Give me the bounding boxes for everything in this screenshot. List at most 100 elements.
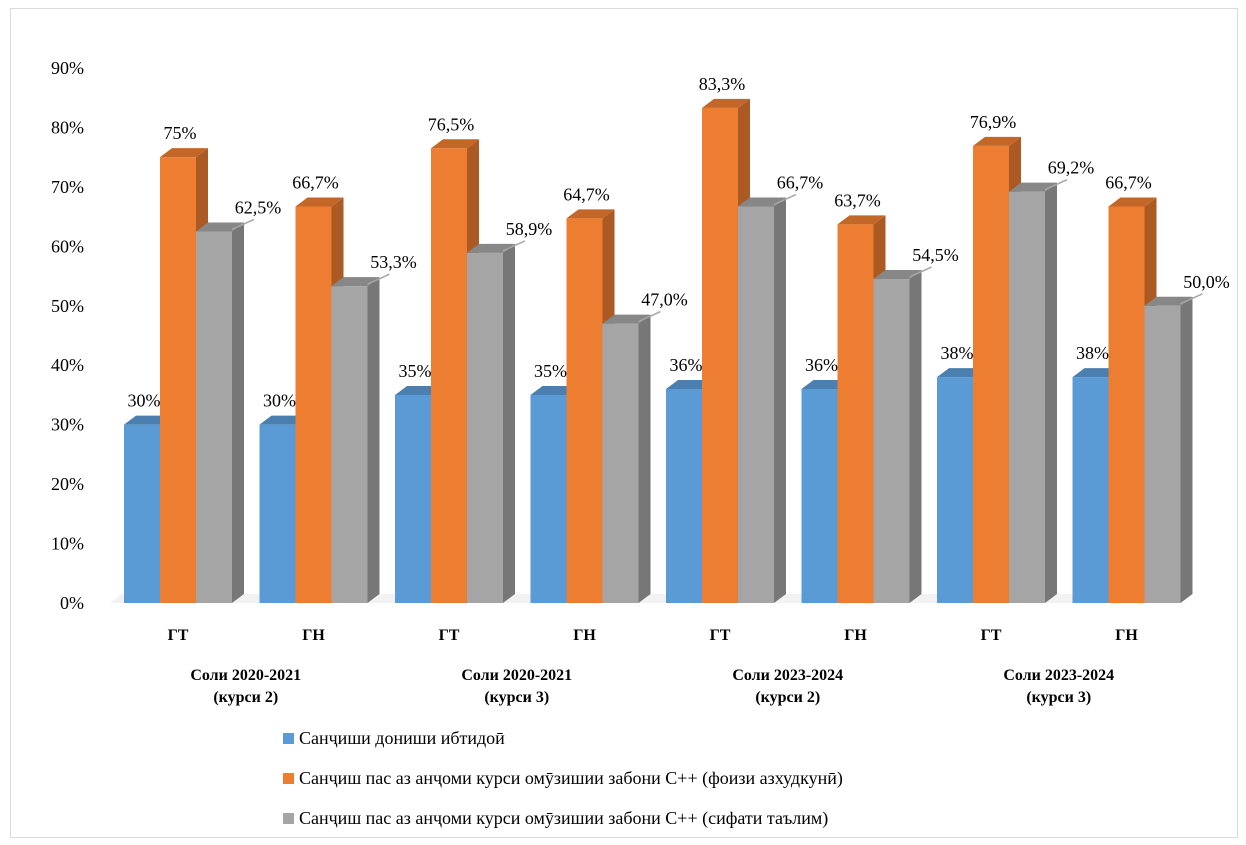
bar-top bbox=[295, 197, 344, 207]
bar bbox=[295, 206, 332, 603]
bar bbox=[666, 389, 702, 603]
legend-label: Санҷиш пас аз анҷоми курси омӯзишии забо… bbox=[299, 768, 843, 789]
bar bbox=[431, 148, 467, 603]
y-tick-label: 70% bbox=[51, 177, 84, 197]
bar-side bbox=[774, 197, 786, 603]
data-label: 64,7% bbox=[563, 184, 610, 204]
bar bbox=[937, 377, 973, 603]
bar bbox=[801, 389, 838, 603]
data-label: 66,7% bbox=[777, 173, 824, 193]
legend-label: Санҷиши дониши ибтидоӣ bbox=[299, 728, 505, 748]
bar bbox=[1144, 305, 1181, 603]
leader-line bbox=[909, 266, 932, 278]
y-tick-label: 80% bbox=[51, 117, 84, 137]
group-label-line1: Соли 2023-2024 bbox=[732, 667, 843, 684]
y-tick-label: 20% bbox=[51, 474, 84, 494]
y-tick-label: 30% bbox=[51, 415, 84, 435]
data-label: 76,5% bbox=[428, 114, 475, 134]
bar bbox=[1108, 206, 1145, 603]
category-label: ГН bbox=[302, 627, 325, 644]
data-label: 83,3% bbox=[699, 74, 746, 94]
bar-side bbox=[1180, 296, 1193, 603]
leader-line bbox=[1180, 293, 1203, 305]
group-label-line2: (курси 3) bbox=[484, 689, 549, 706]
group-label-line2: (курси 2) bbox=[755, 689, 820, 706]
data-label: 53,3% bbox=[370, 252, 417, 272]
bar-side bbox=[1045, 182, 1057, 603]
bar bbox=[1009, 191, 1045, 603]
data-label: 36% bbox=[670, 355, 703, 375]
bar bbox=[837, 224, 874, 604]
data-label: 47,0% bbox=[641, 290, 688, 310]
data-label: 35% bbox=[399, 361, 432, 381]
data-label: 58,9% bbox=[506, 219, 553, 239]
data-label: 75% bbox=[164, 123, 197, 143]
category-label: ГТ bbox=[981, 627, 1002, 644]
leader-line bbox=[502, 240, 526, 252]
bar-side bbox=[232, 222, 244, 603]
legend-swatch bbox=[283, 733, 294, 744]
leader-line bbox=[231, 218, 255, 231]
category-label: ГН bbox=[573, 627, 596, 644]
y-tick-label: 60% bbox=[51, 236, 84, 256]
bar-top bbox=[702, 98, 750, 108]
bar-side bbox=[367, 277, 380, 603]
bar bbox=[124, 424, 160, 603]
bar-top bbox=[160, 148, 208, 158]
leader-line bbox=[638, 310, 661, 323]
bar-side bbox=[503, 243, 515, 603]
data-label: 38% bbox=[1076, 343, 1109, 363]
bar-top bbox=[837, 215, 886, 225]
legend-label: Санҷиш пас аз анҷоми курси омӯзишии забо… bbox=[299, 808, 828, 829]
bar bbox=[702, 107, 738, 604]
bar-top bbox=[973, 136, 1021, 146]
bar-side bbox=[909, 270, 922, 603]
legend-swatch bbox=[283, 773, 294, 784]
y-tick-label: 10% bbox=[51, 534, 84, 554]
data-label: 30% bbox=[263, 391, 296, 411]
category-label: ГН bbox=[1115, 627, 1138, 644]
data-label: 62,5% bbox=[235, 197, 282, 217]
data-label: 30% bbox=[128, 391, 161, 411]
data-label: 69,2% bbox=[1048, 158, 1095, 178]
bar bbox=[467, 252, 503, 603]
bar bbox=[1072, 377, 1109, 603]
data-label: 35% bbox=[534, 361, 567, 381]
data-label: 38% bbox=[941, 343, 974, 363]
bar bbox=[973, 145, 1009, 603]
bar bbox=[602, 323, 639, 603]
y-tick-label: 0% bbox=[60, 593, 84, 613]
category-label: ГТ bbox=[710, 627, 731, 644]
data-label: 50,0% bbox=[1183, 272, 1230, 292]
leader-line bbox=[367, 273, 390, 285]
category-label: ГН bbox=[844, 627, 867, 644]
group-label-line2: (курси 3) bbox=[1026, 689, 1091, 706]
legend-swatch bbox=[283, 813, 294, 824]
group-label-line1: Соли 2020-2021 bbox=[190, 667, 301, 684]
bar-top bbox=[431, 139, 479, 149]
data-label: 36% bbox=[805, 355, 838, 375]
bar-side bbox=[638, 314, 651, 603]
data-label: 66,7% bbox=[1105, 173, 1152, 193]
bar bbox=[738, 206, 774, 603]
category-label: ГТ bbox=[168, 627, 189, 644]
data-label: 54,5% bbox=[912, 245, 959, 265]
bar bbox=[530, 394, 567, 603]
bar bbox=[259, 424, 296, 603]
leader-line bbox=[773, 193, 797, 206]
group-label-line1: Соли 2020-2021 bbox=[461, 667, 572, 684]
bar-top bbox=[566, 209, 615, 219]
bar bbox=[566, 218, 603, 603]
bar bbox=[331, 286, 368, 603]
bar bbox=[395, 394, 431, 603]
bar bbox=[160, 157, 196, 603]
y-tick-label: 40% bbox=[51, 355, 84, 375]
bar bbox=[873, 279, 910, 603]
data-label: 66,7% bbox=[292, 173, 339, 193]
data-label: 76,9% bbox=[970, 112, 1017, 132]
leader-line bbox=[1044, 178, 1068, 191]
data-label: 63,7% bbox=[834, 190, 881, 210]
category-label: ГТ bbox=[439, 627, 460, 644]
y-tick-label: 50% bbox=[51, 296, 84, 316]
